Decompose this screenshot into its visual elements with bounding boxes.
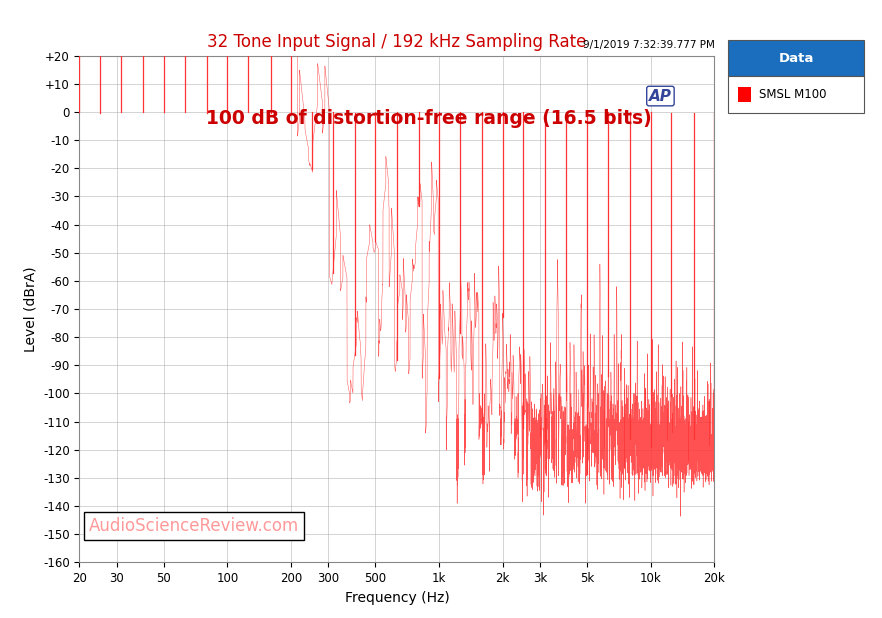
Y-axis label: Level (dBrA): Level (dBrA)	[23, 266, 37, 352]
Text: AudioScienceReview.com: AudioScienceReview.com	[89, 517, 299, 535]
Text: AP: AP	[649, 88, 672, 104]
X-axis label: Frequency (Hz): Frequency (Hz)	[345, 591, 449, 604]
Text: 100 dB of distortion-free range (16.5 bits): 100 dB of distortion-free range (16.5 bi…	[206, 109, 652, 128]
Title: 32 Tone Input Signal / 192 kHz Sampling Rate: 32 Tone Input Signal / 192 kHz Sampling …	[207, 33, 587, 51]
Text: Data: Data	[778, 51, 814, 65]
Text: 9/1/2019 7:32:39.777 PM: 9/1/2019 7:32:39.777 PM	[582, 40, 714, 50]
Text: SMSL M100: SMSL M100	[759, 88, 826, 101]
